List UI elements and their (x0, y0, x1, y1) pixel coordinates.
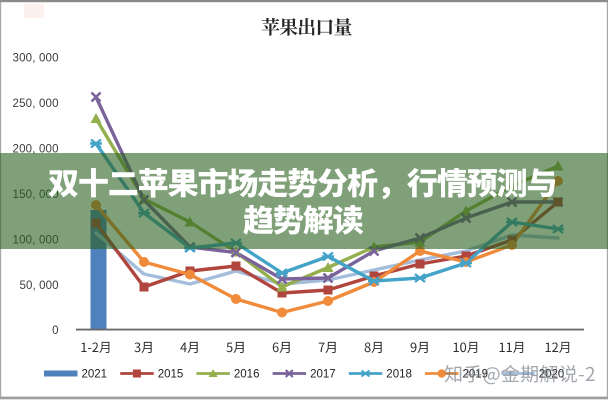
svg-text:0: 0 (52, 325, 58, 337)
svg-text:200, 000: 200, 000 (13, 143, 59, 155)
svg-text:2018: 2018 (386, 369, 412, 381)
svg-text:2017: 2017 (310, 369, 336, 381)
svg-text:2016: 2016 (234, 369, 260, 381)
svg-text:250, 000: 250, 000 (13, 98, 59, 110)
svg-text:2021: 2021 (82, 369, 108, 381)
svg-text:50, 000: 50, 000 (20, 280, 59, 292)
svg-text:300, 000: 300, 000 (13, 53, 59, 65)
svg-text:2015: 2015 (158, 369, 184, 381)
